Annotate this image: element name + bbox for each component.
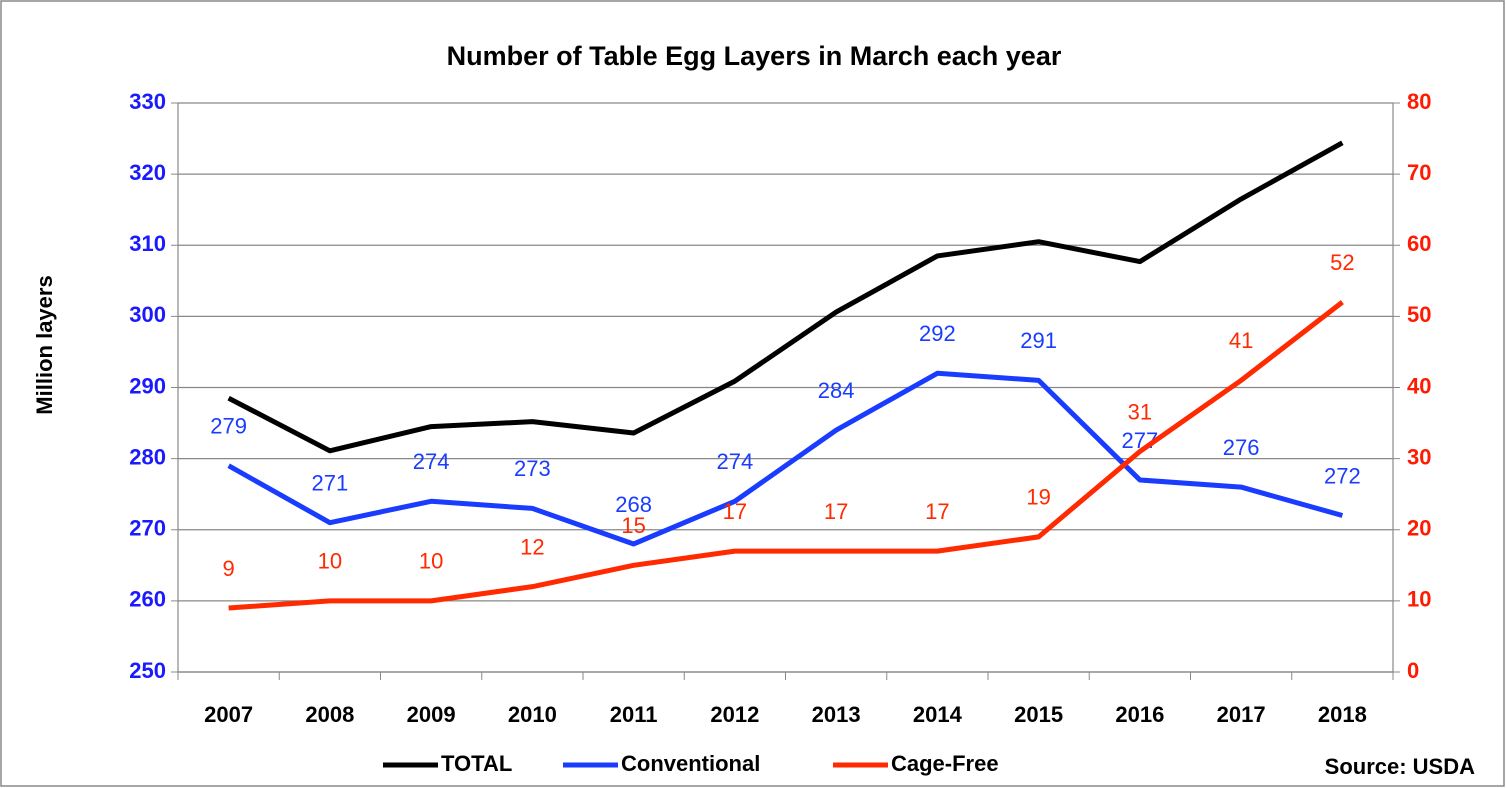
x-tick-label: 2012 <box>710 702 759 727</box>
y-tick-label: 280 <box>129 444 166 469</box>
y2-tick-label: 10 <box>1407 587 1431 612</box>
y2-tick-label: 80 <box>1407 89 1431 114</box>
y2-tick-label: 50 <box>1407 302 1431 327</box>
x-tick-label: 2015 <box>1014 702 1063 727</box>
y2-tick-label: 30 <box>1407 444 1431 469</box>
y-tick-label: 260 <box>129 587 166 612</box>
data-label: 10 <box>318 549 342 574</box>
series-line <box>227 370 1344 547</box>
source: Source: USDA <box>1325 754 1475 779</box>
x-tick-label: 2016 <box>1115 702 1164 727</box>
y2-tick-label: 0 <box>1407 658 1419 683</box>
data-label: 9 <box>223 556 235 581</box>
data-label: 10 <box>419 549 443 574</box>
x-tick-label: 2008 <box>305 702 354 727</box>
x-tick-label: 2017 <box>1217 702 1266 727</box>
data-label: 284 <box>818 378 855 403</box>
x-tick-label: 2013 <box>812 702 861 727</box>
y-tick-label: 330 <box>129 89 166 114</box>
series-line <box>227 140 1344 454</box>
legend-label: Cage-Free <box>891 751 999 776</box>
data-label: 274 <box>717 449 754 474</box>
x-tick-label: 2007 <box>204 702 253 727</box>
data-label: 17 <box>824 499 848 524</box>
x-tick-label: 2018 <box>1318 702 1367 727</box>
y-axis-title: Million layers <box>32 275 57 414</box>
data-label: 19 <box>1026 485 1050 510</box>
data-label: 291 <box>1020 328 1057 353</box>
data-label: 17 <box>723 499 747 524</box>
y2-tick-label: 70 <box>1407 160 1431 185</box>
y-tick-label: 250 <box>129 658 166 683</box>
y2-tick-label: 40 <box>1407 373 1431 398</box>
y2-tick-label: 60 <box>1407 231 1431 256</box>
data-label: 292 <box>919 321 956 346</box>
x-tick-label: 2014 <box>913 702 963 727</box>
x-tick-label: 2011 <box>610 702 658 727</box>
data-label: 31 <box>1128 399 1152 424</box>
y-tick-label: 300 <box>129 302 166 327</box>
data-label: 52 <box>1330 250 1354 275</box>
data-label: 273 <box>514 456 551 481</box>
y-tick-label: 270 <box>129 516 166 541</box>
data-label: 276 <box>1223 435 1260 460</box>
y-tick-label: 310 <box>129 231 166 256</box>
chart-title: Number of Table Egg Layers in March each… <box>447 41 1062 71</box>
legend-label: TOTAL <box>441 751 512 776</box>
x-tick-label: 2009 <box>407 702 456 727</box>
y-tick-label: 290 <box>129 373 166 398</box>
data-label: 17 <box>925 499 949 524</box>
data-label: 12 <box>520 534 544 559</box>
data-label: 15 <box>621 513 645 538</box>
y-tick-label: 320 <box>129 160 166 185</box>
data-label: 268 <box>615 492 652 517</box>
x-tick-label: 2010 <box>508 702 557 727</box>
data-label: 279 <box>210 414 247 439</box>
data-label: 41 <box>1229 328 1253 353</box>
data-label: 272 <box>1324 463 1361 488</box>
data-label: 271 <box>312 470 349 495</box>
legend-label: Conventional <box>621 751 760 776</box>
y2-tick-label: 20 <box>1407 516 1431 541</box>
series-line <box>228 300 1344 611</box>
data-label: 274 <box>413 449 450 474</box>
